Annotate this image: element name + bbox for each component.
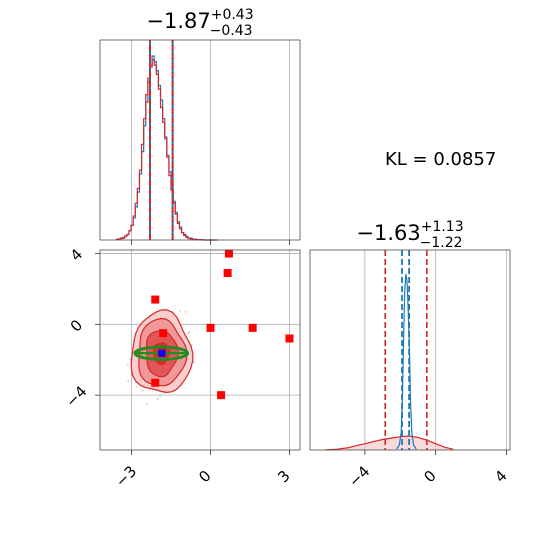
bl-red-marker <box>285 334 294 343</box>
bl-sample-point <box>178 310 181 312</box>
bl-red-marker <box>224 249 233 258</box>
bl-sample-point <box>159 395 162 397</box>
joint-distribution-panel: −3 0 3 −4 0 4 <box>62 245 301 491</box>
param-1-title: −1.87+0.43 −0.43 <box>146 7 253 39</box>
bl-sample-point <box>129 358 132 361</box>
param-2-upper-error: +1.13 <box>421 219 464 235</box>
bl-sample-point <box>156 398 159 401</box>
bl-red-marker <box>206 323 215 332</box>
bl-red-marker <box>151 378 160 387</box>
br-x-tick-label: 0 <box>420 467 439 486</box>
kl-divergence-label: KL = 0.0857 <box>385 149 496 170</box>
param-2-median: −1.63 <box>356 221 420 245</box>
bl-x-tick-label: −3 <box>112 462 140 490</box>
bl-sample-point <box>146 403 149 405</box>
br-x-tick-label: −4 <box>345 462 373 490</box>
bl-red-marker <box>223 269 232 278</box>
bl-red-marker <box>248 323 257 332</box>
bl-sample-point <box>127 380 130 383</box>
param-1-upper-error: +0.43 <box>211 7 254 23</box>
bl-red-marker <box>151 295 160 304</box>
bl-sample-point <box>135 386 138 389</box>
marginal-histogram-param-2: −4 0 4 −1.63+1.13 −1.22 <box>309 219 511 491</box>
bl-red-marker <box>217 391 226 400</box>
br-red-fill <box>325 436 454 450</box>
bl-sample-point <box>141 389 144 392</box>
bl-sample-point <box>184 310 187 313</box>
br-x-tick-label: 4 <box>491 467 510 486</box>
joint-distribution-frame <box>99 249 301 451</box>
bl-blue-marker <box>158 349 166 357</box>
bl-sample-point <box>193 361 195 363</box>
param-2-title: −1.63+1.13 −1.22 <box>356 219 463 251</box>
param-2-lower-error: −1.22 <box>420 235 463 251</box>
param-1-median: −1.87 <box>146 9 210 33</box>
bl-red-marker <box>159 329 168 338</box>
tl-histogram-series-1 <box>115 59 218 241</box>
bl-sample-point <box>127 364 129 366</box>
param-1-lower-error: −0.43 <box>210 23 253 39</box>
bl-y-tick-label: 4 <box>67 245 86 264</box>
br-red-curve <box>325 435 454 451</box>
marginal-histogram-param-1: −1.87+0.43 −0.43 <box>99 7 301 245</box>
bl-y-tick-label: −4 <box>62 382 90 410</box>
bl-sample-point <box>188 331 191 334</box>
marginal-histogram-param-1-frame <box>99 39 301 241</box>
marginal-histogram-param-2-frame <box>309 249 511 451</box>
bl-x-tick-label: 0 <box>195 467 214 486</box>
bl-y-tick-label: 0 <box>67 316 86 335</box>
bl-sample-point <box>187 332 189 335</box>
bl-x-tick-label: 3 <box>274 467 293 486</box>
br-blue-spike <box>396 273 417 450</box>
